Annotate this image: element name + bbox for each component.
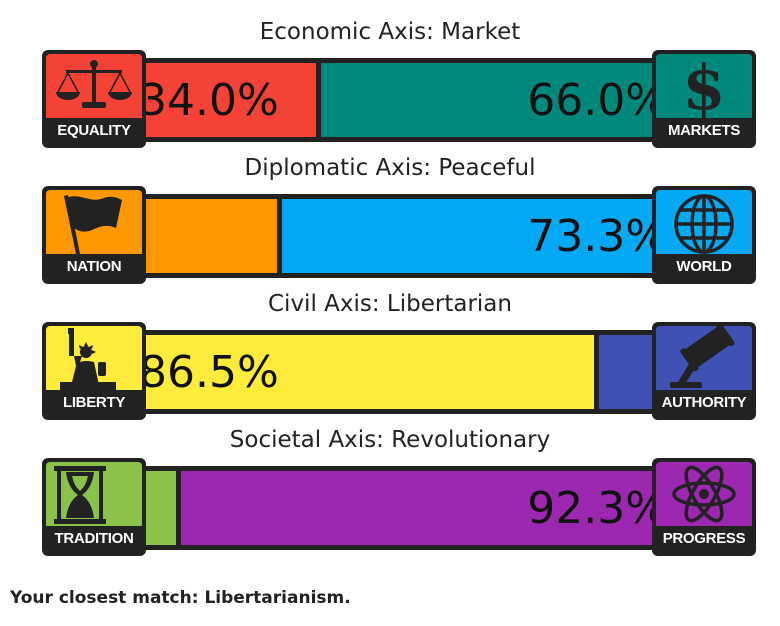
icon-label: WORLD <box>676 258 732 275</box>
scales-icon <box>46 54 142 118</box>
authority-badge: AUTHORITY <box>652 322 756 420</box>
hourglass-icon <box>46 462 142 526</box>
societal-axis: Societal Axis: Revolutionary 92.3% TRADI… <box>0 424 780 560</box>
atom-icon <box>656 462 752 526</box>
flag-icon <box>46 190 142 254</box>
left-percentage: 34.0% <box>139 75 279 126</box>
left-segment: 86.5% <box>135 335 594 409</box>
axis-bar: 86.5% <box>135 330 671 414</box>
icon-label: TRADITION <box>54 530 134 547</box>
icon-label: LIBERTY <box>62 394 126 411</box>
right-percentage: 92.3% <box>527 483 667 534</box>
left-percentage: 86.5% <box>139 347 279 398</box>
icon-label: NATION <box>66 258 122 275</box>
diplomatic-axis: Diplomatic Axis: Peaceful 73.3% NATION <box>0 152 780 288</box>
nation-badge: NATION <box>42 186 146 284</box>
axis-title: Economic Axis: Market <box>259 19 521 45</box>
right-segment: 92.3% <box>181 471 671 545</box>
axis-bar: 73.3% <box>135 194 671 278</box>
liberty-badge: LIBERTY <box>42 322 146 420</box>
closest-match-text: Your closest match: Libertarianism. <box>10 588 351 608</box>
icon-label: AUTHORITY <box>661 394 747 411</box>
civil-axis: Civil Axis: Libertarian 86.5% <box>0 288 780 424</box>
dollar-icon: $ <box>656 54 752 118</box>
left-segment: 34.0% <box>135 63 316 137</box>
axis-title: Diplomatic Axis: Peaceful <box>244 155 536 181</box>
closest-match-prefix: Your closest match: <box>10 588 205 608</box>
right-segment: 73.3% <box>282 199 671 273</box>
axis-title: Societal Axis: Revolutionary <box>229 427 551 453</box>
axis-title: Civil Axis: Libertarian <box>268 291 512 317</box>
progress-badge: PROGRESS <box>652 458 756 556</box>
svg-text:$: $ <box>682 54 725 118</box>
equality-badge: EQUALITY <box>42 50 146 148</box>
axis-bar: 34.0% 66.0% <box>135 58 671 142</box>
economic-axis: Economic Axis: Market 34.0% 66.0% <box>0 16 780 152</box>
right-percentage: 66.0% <box>527 75 667 126</box>
globe-icon <box>656 190 752 254</box>
statue-of-liberty-icon <box>46 326 142 390</box>
right-percentage: 73.3% <box>527 211 667 262</box>
world-badge: WORLD <box>652 186 756 284</box>
icon-label: PROGRESS <box>662 530 746 547</box>
right-segment: 66.0% <box>321 63 671 137</box>
markets-badge: $ MARKETS <box>652 50 756 148</box>
axis-bar: 92.3% <box>135 466 671 550</box>
closest-match-ideology: Libertarianism. <box>204 588 351 608</box>
tradition-badge: TRADITION <box>42 458 146 556</box>
gavel-icon <box>656 326 752 390</box>
icon-label: EQUALITY <box>57 122 131 139</box>
left-segment <box>135 199 277 273</box>
icon-label: MARKETS <box>667 122 741 139</box>
